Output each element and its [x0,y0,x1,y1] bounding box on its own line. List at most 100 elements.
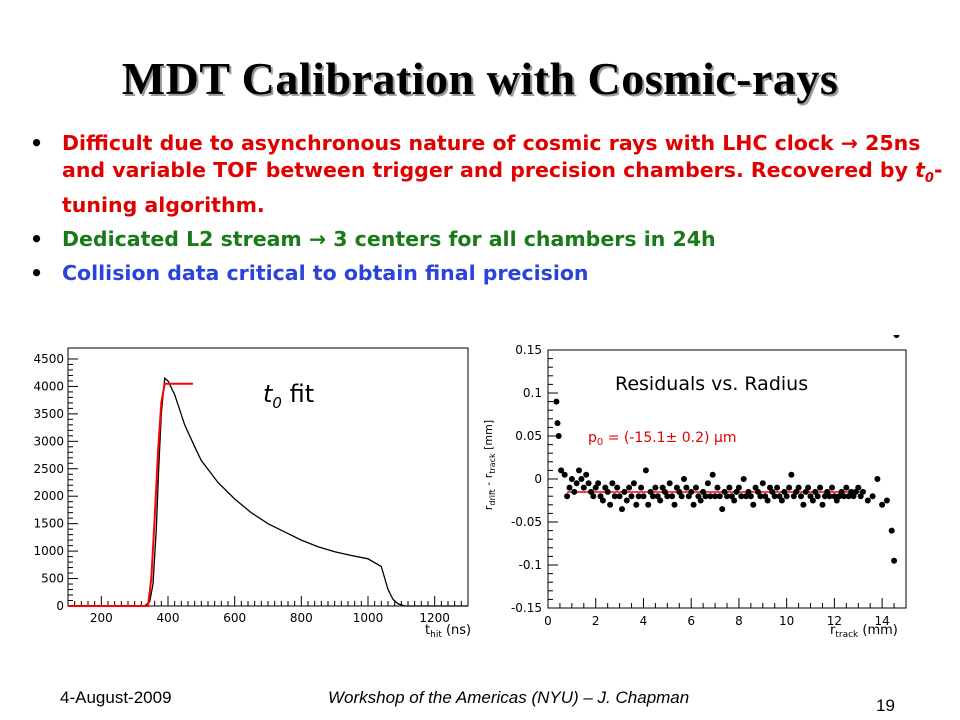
data-point [750,501,757,508]
data-point [583,471,590,478]
data-point [681,476,687,482]
data-point [604,488,611,495]
x-tick-label: 14 [874,614,889,628]
y-tick-label: 1000 [33,544,64,558]
data-point [561,471,568,478]
data-point [611,493,618,500]
x-tick-label: 1200 [419,611,450,625]
y-tick-label: 3000 [33,434,64,448]
data-point [771,493,778,500]
bullet-text: Collision data critical to obtain final … [62,261,589,286]
data-point [623,497,630,504]
data-point [888,527,895,534]
data-point [855,484,862,491]
data-point [740,476,747,482]
data-point [578,476,585,482]
data-point [555,433,562,439]
data-point [633,501,640,508]
data-point [800,501,807,508]
residuals-title: Residuals vs. Radius [615,373,808,395]
t0-fit-label: t0 fit [263,380,314,412]
data-point [690,501,697,508]
data-point [568,476,575,482]
data-point [616,493,623,500]
data-point [664,493,671,500]
data-point [860,488,866,495]
data-point [595,480,602,487]
data-point [726,484,733,491]
data-point [671,501,678,508]
data-point [869,493,876,500]
data-point [630,480,637,487]
x-tick-label: 800 [290,611,313,625]
data-point [635,493,642,500]
data-point [814,493,821,500]
data-point [621,488,628,495]
data-point [843,484,850,491]
y-tick-label: 4000 [33,379,64,393]
data-point [566,484,573,491]
fit-curve [68,382,193,607]
data-point [735,484,742,491]
x-tick-label: 4 [640,614,648,628]
data-point [809,497,816,504]
data-histogram [68,376,468,607]
x-axis-label: thit (ns) [425,623,471,640]
x-tick-label: 10 [779,614,794,628]
data-point [564,493,571,500]
data-point [678,493,685,500]
data-point [553,398,560,405]
data-point [774,484,781,491]
data-point [576,467,582,474]
y-axis-label: rdrift - rtrack [mm] [482,420,497,510]
data-point [817,484,824,491]
footer-date: 4-August-2009 [60,688,172,707]
data-point [697,497,704,504]
y-tick-label: 3500 [33,407,64,421]
y-tick-label: -0.1 [519,558,542,572]
data-point [759,480,766,487]
data-point [747,493,754,500]
data-point [709,471,716,478]
data-point [640,493,647,500]
data-point [738,493,745,500]
data-point [704,480,711,487]
x-tick-label: 1000 [353,611,384,625]
data-point [580,484,587,491]
data-point [657,497,664,504]
x-tick-label: 200 [90,611,113,625]
data-point [693,484,699,491]
bullet-item: • Dedicated L2 stream → 3 centers for all… [30,227,716,252]
bullet-item: • Difficult due to asynchronous nature of… [30,131,943,218]
x-tick-label: 6 [687,614,695,628]
y-tick-label: 500 [41,572,64,586]
data-point [757,493,764,500]
data-point [788,471,795,478]
data-point [724,493,730,500]
data-point [829,484,835,491]
bullet-text: Difficult due to asynchronous nature of … [62,131,943,218]
slide-title: MDT Calibration with Cosmic-rays [121,53,839,104]
data-point [554,420,561,427]
data-point [614,484,621,491]
data-point [666,480,673,487]
data-point [778,497,785,504]
data-point [619,506,625,513]
x-tick-label: 12 [827,614,842,628]
y-tick-label: 0.15 [515,343,542,357]
y-tick-label: 0 [56,599,64,613]
residuals-chart: 0.15 0.1 0.05 0 -0.05 -0.1 -0.15 0 2 4 6 8 10 12 14 Re… [480,332,920,650]
tdrift-chart: 0 500 1000 1500 2000 2500 3000 3500 4000 4500 200 4… [30,342,480,642]
data-point [893,332,900,338]
data-point [585,480,592,487]
data-point [707,493,714,500]
data-point [764,497,771,504]
footer-page-number: 19 [876,696,895,715]
y-tick-label: -0.05 [511,515,542,529]
x-tick-label: 600 [223,611,246,625]
data-point [731,497,738,504]
data-point [607,501,614,508]
data-point [795,484,802,491]
y-tick-label: 0.1 [523,386,542,400]
y-tick-label: -0.15 [511,601,542,615]
